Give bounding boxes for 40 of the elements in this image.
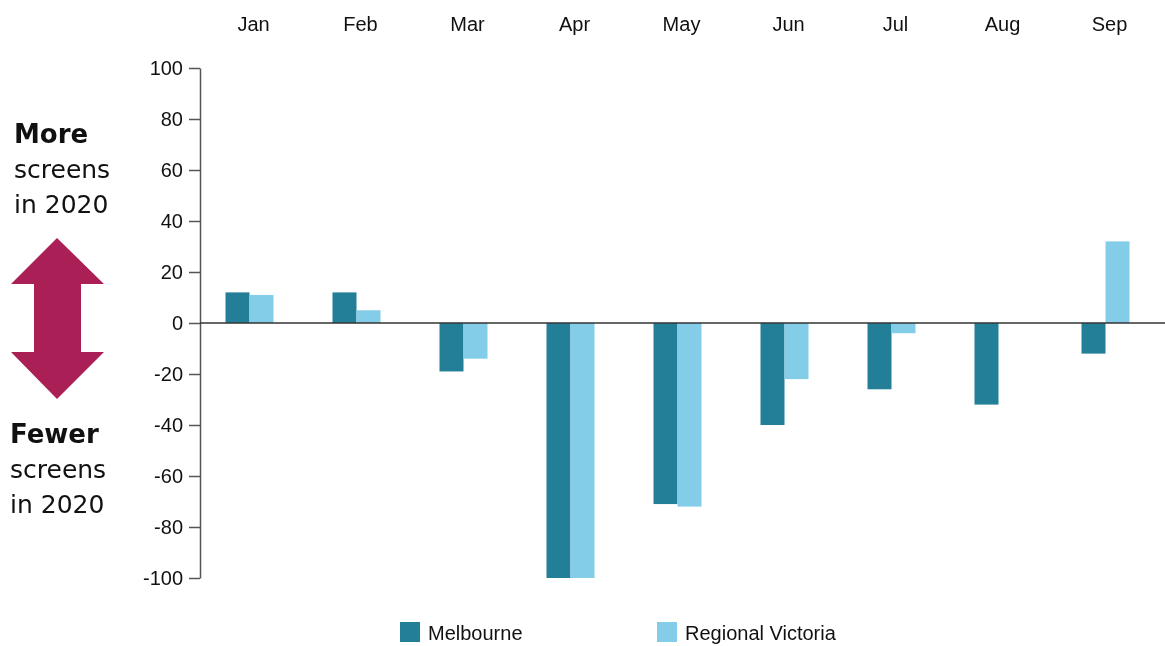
bar (356, 310, 381, 323)
bar (1081, 323, 1106, 354)
x-tick-label: Feb (343, 13, 378, 35)
text: More screens in 2020 (14, 119, 111, 219)
bar (653, 323, 678, 505)
bar (332, 292, 357, 323)
y-tick-label: -60 (154, 464, 183, 487)
x-tick-label: Jan (237, 13, 270, 35)
x-tick-label: Aug (984, 13, 1021, 35)
y-tick-label: 40 (160, 209, 183, 232)
bar (760, 323, 785, 425)
bar (784, 323, 809, 380)
legend-label: Regional Victoria (685, 622, 837, 644)
y-tick-label: 60 (160, 158, 183, 181)
bar (677, 323, 702, 507)
y-tick-label: 0 (171, 311, 183, 334)
legend-label: Melbourne (428, 622, 523, 644)
y-tick-label: 20 (160, 260, 183, 283)
x-tick-label: Apr (558, 13, 591, 35)
bar (570, 323, 595, 578)
x-tick-label: Sep (1091, 13, 1128, 35)
y-tick-label: 100 (149, 56, 183, 79)
bar (867, 323, 892, 390)
x-tick-label: Mar (450, 13, 486, 35)
x-tick-label: May (662, 13, 701, 35)
y-tick-label: -100 (142, 566, 183, 589)
x-tick-label: Jun (772, 13, 805, 35)
bar (463, 323, 488, 359)
y-tick-label: -80 (154, 515, 183, 538)
x-tick-label: Jul (882, 13, 909, 35)
y-tick-label: 80 (160, 107, 183, 130)
bar (249, 294, 274, 323)
y-tick-label: -40 (154, 413, 183, 436)
text: Fewer screens in 2020 (10, 419, 107, 519)
y-tick-label: -20 (154, 362, 183, 385)
bar (225, 292, 250, 323)
bar (974, 323, 999, 405)
bar (1105, 241, 1130, 323)
bar (546, 323, 571, 578)
bar (439, 323, 464, 372)
